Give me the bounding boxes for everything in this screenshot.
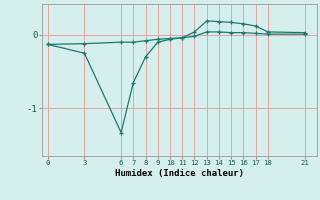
X-axis label: Humidex (Indice chaleur): Humidex (Indice chaleur) [115, 169, 244, 178]
